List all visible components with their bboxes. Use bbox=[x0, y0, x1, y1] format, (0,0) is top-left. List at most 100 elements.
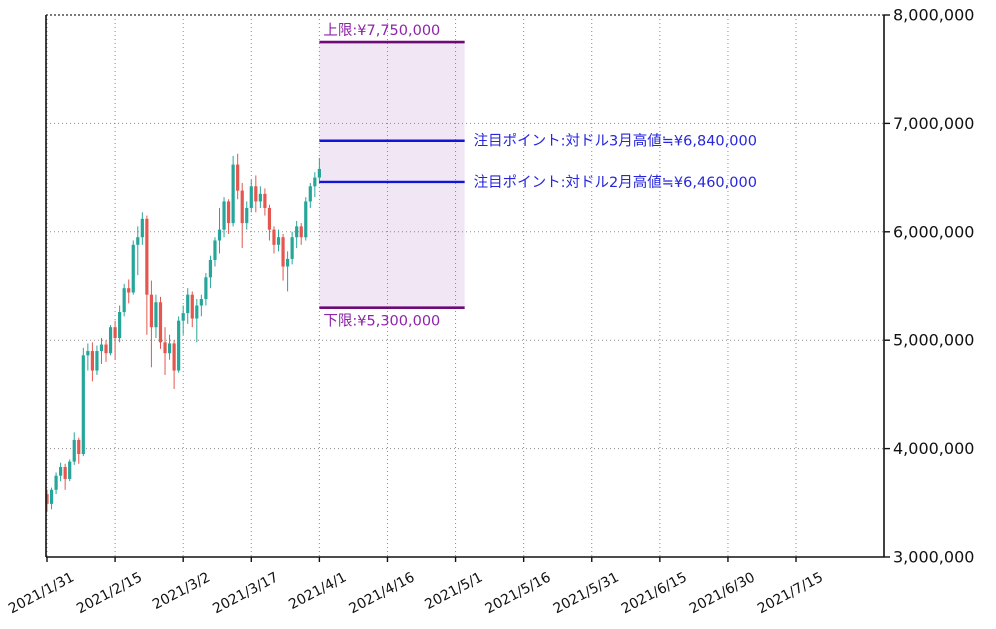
candle-body bbox=[131, 244, 135, 293]
candle-body bbox=[304, 201, 308, 238]
candle-body bbox=[86, 351, 90, 356]
candle bbox=[90, 342, 94, 382]
y-tick-label: 3,000,000 bbox=[893, 548, 974, 567]
candle-body bbox=[163, 342, 167, 354]
candle-body bbox=[59, 467, 63, 476]
bound-annotations: 上限:¥7,750,000 下限:¥5,300,000 bbox=[319, 22, 465, 330]
candle bbox=[122, 283, 126, 317]
candle-body bbox=[267, 207, 272, 230]
candle bbox=[158, 296, 163, 349]
candle-body bbox=[54, 475, 58, 490]
axes bbox=[45, 15, 885, 558]
candle-body bbox=[199, 299, 203, 306]
upper-bound-label: 上限:¥7,750,000 bbox=[323, 22, 440, 39]
candle bbox=[208, 255, 213, 289]
candle-body bbox=[177, 320, 181, 371]
candle-body bbox=[249, 186, 253, 208]
y-tick-label: 6,000,000 bbox=[893, 222, 974, 241]
candle bbox=[290, 231, 294, 265]
y-tick-labels: 8,000,000 7,000,000 6,000,000 5,000,000 4,00… bbox=[884, 6, 974, 567]
candle bbox=[177, 316, 181, 373]
candle bbox=[81, 347, 85, 457]
candle-body bbox=[113, 327, 117, 339]
candle-body bbox=[231, 164, 235, 224]
candle-body bbox=[158, 302, 163, 343]
candle-body bbox=[108, 327, 113, 354]
candle bbox=[190, 291, 194, 328]
candle bbox=[204, 272, 208, 306]
candle bbox=[285, 251, 290, 292]
y-tick-label: 4,000,000 bbox=[893, 439, 974, 458]
candle bbox=[167, 334, 172, 360]
candle-body bbox=[276, 237, 281, 245]
consolidation-band bbox=[319, 42, 465, 308]
candle-body bbox=[290, 237, 294, 259]
candle-body bbox=[195, 305, 199, 319]
candle bbox=[313, 172, 317, 198]
candle bbox=[49, 487, 54, 510]
candle bbox=[186, 288, 190, 324]
candle bbox=[222, 197, 226, 238]
candle-body bbox=[190, 294, 194, 319]
candle-body bbox=[154, 302, 158, 328]
lower-bound-label: 下限:¥5,300,000 bbox=[323, 313, 440, 330]
candle bbox=[127, 279, 131, 304]
candle-body bbox=[77, 439, 81, 455]
candle-body bbox=[63, 467, 67, 479]
candle bbox=[295, 220, 299, 249]
candle bbox=[249, 179, 253, 213]
candle-body bbox=[236, 164, 240, 191]
candle bbox=[195, 299, 199, 343]
candle bbox=[77, 437, 81, 464]
candle bbox=[308, 183, 312, 208]
candle bbox=[267, 204, 272, 241]
candle-body bbox=[295, 226, 299, 238]
candle bbox=[59, 462, 63, 482]
candle-body bbox=[272, 229, 276, 245]
candle bbox=[217, 207, 222, 254]
candle bbox=[231, 155, 235, 227]
candle bbox=[226, 199, 231, 234]
candle bbox=[54, 472, 58, 495]
candle-body bbox=[313, 177, 317, 187]
candle bbox=[254, 175, 258, 213]
candle-body bbox=[281, 237, 285, 267]
candle bbox=[245, 201, 249, 230]
candle bbox=[104, 340, 108, 362]
candle bbox=[281, 233, 285, 281]
focus-annotations: 注目ポイント:対ドル3月高値≒¥6,840,000 注目ポイント:対ドル2月高値≒… bbox=[319, 133, 757, 191]
candle bbox=[136, 226, 140, 276]
candle bbox=[163, 327, 167, 375]
candle bbox=[299, 223, 303, 245]
candle-body bbox=[208, 259, 213, 278]
candle-body bbox=[172, 343, 176, 371]
candle-body bbox=[186, 294, 190, 314]
candle bbox=[145, 215, 149, 335]
candle-body bbox=[258, 193, 262, 202]
candle-body bbox=[226, 201, 231, 224]
candle bbox=[276, 229, 281, 252]
candle-body bbox=[240, 190, 244, 224]
candle bbox=[113, 320, 117, 360]
candle bbox=[154, 294, 158, 339]
candle-body bbox=[217, 229, 222, 241]
y-tick-label: 5,000,000 bbox=[893, 331, 974, 350]
candle-body bbox=[145, 218, 149, 295]
candle bbox=[63, 463, 67, 490]
candle bbox=[118, 305, 122, 343]
candle bbox=[272, 226, 276, 254]
candle bbox=[140, 212, 144, 245]
candle-body bbox=[299, 226, 303, 238]
candle-body bbox=[49, 489, 54, 504]
candle bbox=[172, 340, 176, 389]
candle bbox=[240, 183, 244, 249]
candle bbox=[236, 153, 240, 200]
candle bbox=[131, 240, 135, 295]
y-tick-label: 8,000,000 bbox=[893, 6, 974, 25]
candle-body bbox=[122, 288, 126, 313]
candle bbox=[45, 489, 49, 512]
candle bbox=[149, 280, 154, 368]
